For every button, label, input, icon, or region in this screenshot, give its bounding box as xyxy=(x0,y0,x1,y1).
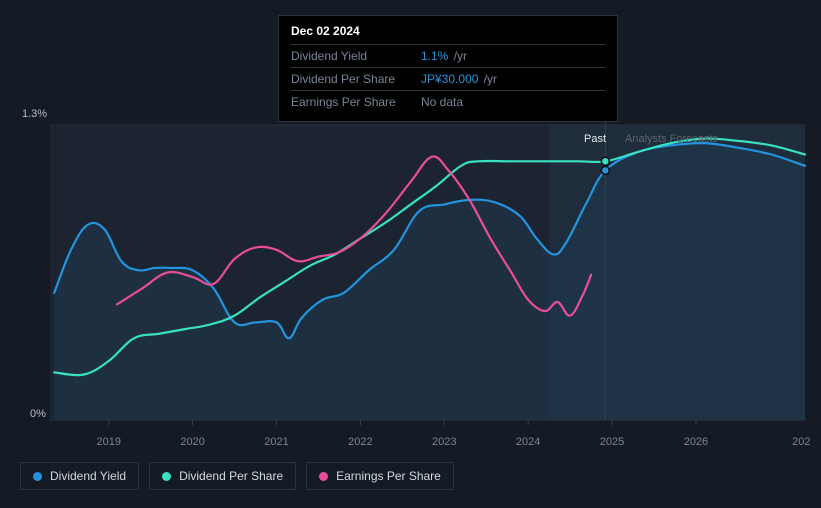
tooltip-row-label: Dividend Yield xyxy=(291,49,421,63)
x-axis-tick: 2019 xyxy=(96,436,120,448)
legend-dot-icon xyxy=(162,472,171,481)
x-axis-tick: 202 xyxy=(792,436,810,448)
tooltip-row: Earnings Per ShareNo data xyxy=(291,91,605,113)
dividend-chart: Dec 02 2024 Dividend Yield1.1% /yrDivide… xyxy=(0,0,821,508)
x-axis-tick: 2021 xyxy=(264,436,288,448)
legend-dividend-per-share[interactable]: Dividend Per Share xyxy=(149,462,296,490)
legend-dividend-yield[interactable]: Dividend Yield xyxy=(20,462,139,490)
tooltip-row-label: Earnings Per Share xyxy=(291,95,421,109)
tooltip-row: Dividend Per ShareJP¥30.000 /yr xyxy=(291,68,605,91)
tooltip-row-value: No data xyxy=(421,95,463,109)
legend-label: Dividend Per Share xyxy=(179,469,283,483)
tooltip-row-value: JP¥30.000 /yr xyxy=(421,72,497,86)
tooltip-row-label: Dividend Per Share xyxy=(291,72,421,86)
tooltip-row-value: 1.1% /yr xyxy=(421,49,467,63)
forecasts-region-label: Analysts Forecasts xyxy=(625,133,718,145)
x-axis-tick: 2026 xyxy=(684,436,708,448)
legend-dot-icon xyxy=(33,472,42,481)
x-axis-tick: 2023 xyxy=(432,436,456,448)
legend-label: Dividend Yield xyxy=(50,469,126,483)
legend-earnings-per-share[interactable]: Earnings Per Share xyxy=(306,462,454,490)
x-axis-tick: 2024 xyxy=(516,436,540,448)
chart-tooltip: Dec 02 2024 Dividend Yield1.1% /yrDivide… xyxy=(278,15,618,122)
tooltip-row: Dividend Yield1.1% /yr xyxy=(291,45,605,68)
chart-legend: Dividend Yield Dividend Per Share Earnin… xyxy=(20,462,454,490)
x-axis-tick: 2022 xyxy=(348,436,372,448)
tooltip-date: Dec 02 2024 xyxy=(291,24,605,45)
past-region-label: Past xyxy=(584,133,606,145)
legend-label: Earnings Per Share xyxy=(336,469,441,483)
legend-dot-icon xyxy=(319,472,328,481)
x-axis-tick: 2020 xyxy=(180,436,204,448)
x-axis-tick: 2025 xyxy=(600,436,624,448)
